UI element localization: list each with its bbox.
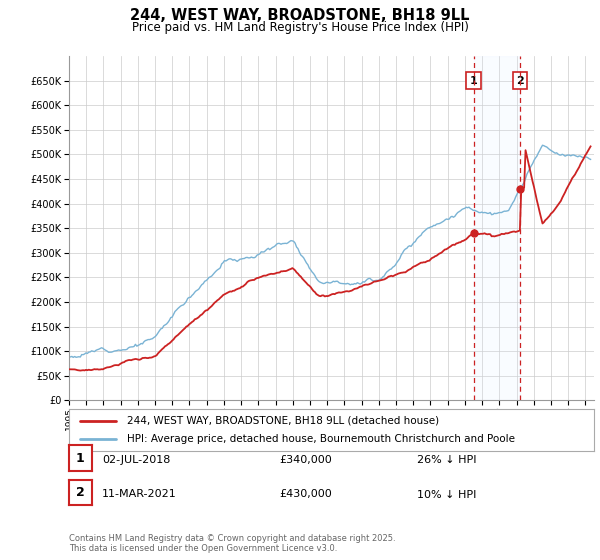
Text: 1: 1 — [76, 451, 85, 465]
Text: £340,000: £340,000 — [279, 455, 332, 465]
Text: 2: 2 — [516, 76, 524, 86]
Text: Price paid vs. HM Land Registry's House Price Index (HPI): Price paid vs. HM Land Registry's House … — [131, 21, 469, 34]
Text: 26% ↓ HPI: 26% ↓ HPI — [417, 455, 476, 465]
Text: 1: 1 — [470, 76, 478, 86]
Text: 244, WEST WAY, BROADSTONE, BH18 9LL: 244, WEST WAY, BROADSTONE, BH18 9LL — [130, 8, 470, 24]
Text: £430,000: £430,000 — [279, 489, 332, 500]
Text: Contains HM Land Registry data © Crown copyright and database right 2025.
This d: Contains HM Land Registry data © Crown c… — [69, 534, 395, 553]
Bar — [473, 56, 520, 400]
Text: HPI: Average price, detached house, Bournemouth Christchurch and Poole: HPI: Average price, detached house, Bour… — [127, 434, 515, 444]
Text: 02-JUL-2018: 02-JUL-2018 — [102, 455, 170, 465]
Text: 11-MAR-2021: 11-MAR-2021 — [102, 489, 177, 500]
Text: 2: 2 — [76, 486, 85, 500]
Text: 244, WEST WAY, BROADSTONE, BH18 9LL (detached house): 244, WEST WAY, BROADSTONE, BH18 9LL (det… — [127, 416, 439, 426]
Text: 10% ↓ HPI: 10% ↓ HPI — [417, 489, 476, 500]
